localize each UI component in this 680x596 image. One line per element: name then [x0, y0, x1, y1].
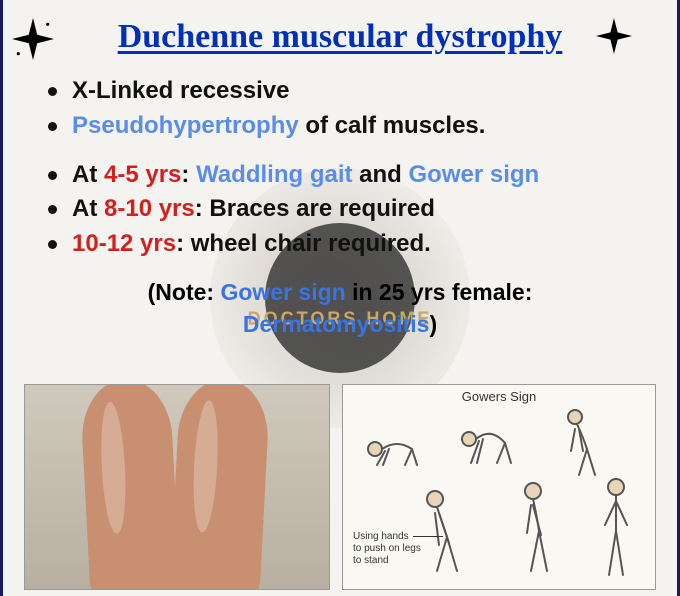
- bullet-list-2: At 4-5 yrs: Waddling gait and Gower sign…: [44, 158, 646, 262]
- gowers-figure: [589, 475, 643, 581]
- image-row: Gowers Sign Using hands to push on legs …: [24, 384, 656, 590]
- content: Duchenne muscular dystrophy X-Linked rec…: [0, 0, 680, 340]
- calf-pseudohypertrophy-image: [24, 384, 330, 590]
- bullet-item: At 8-10 yrs: Braces are required: [44, 192, 646, 227]
- gowers-figure: [357, 409, 427, 469]
- gowers-figure: [553, 401, 619, 481]
- bullet-item: Pseudohypertrophy of calf muscles.: [44, 109, 646, 144]
- note-text: (Note: Gower sign in 25 yrs female: Derm…: [34, 276, 646, 340]
- bullet-item: 10-12 yrs: wheel chair required.: [44, 227, 646, 262]
- page-title: Duchenne muscular dystrophy: [34, 18, 646, 56]
- gowers-figure: [503, 477, 575, 577]
- bullet-item: At 4-5 yrs: Waddling gait and Gower sign: [44, 158, 646, 193]
- gowers-caption: Using hands to push on legs to stand: [353, 531, 443, 567]
- bullet-list-1: X-Linked recessivePseudohypertrophy of c…: [44, 74, 646, 144]
- bullet-item: X-Linked recessive: [44, 74, 646, 109]
- gowers-sign-image: Gowers Sign Using hands to push on legs …: [342, 384, 656, 590]
- gowers-figure: [453, 405, 523, 469]
